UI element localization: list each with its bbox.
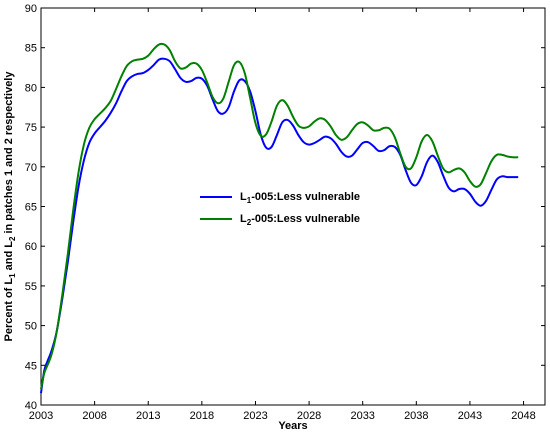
y-tick-label: 55 — [25, 281, 37, 293]
y-tick-label: 70 — [25, 162, 37, 174]
series-line-1 — [40, 57, 519, 394]
series-layer — [40, 42, 519, 394]
legend: L1-005:Less vulnerable L2-005:Less vulner… — [200, 191, 360, 227]
plot-area — [40, 7, 546, 406]
y-tick-label: 40 — [25, 400, 37, 412]
legend-label-2: L2-005:Less vulnerable — [240, 213, 360, 227]
legend-label-1: L1-005:Less vulnerable — [240, 191, 360, 205]
y-tick-label: 45 — [25, 360, 37, 372]
x-tick-label: 2003 — [29, 410, 53, 422]
x-tick-label: 2038 — [404, 410, 428, 422]
x-tick-label: 2008 — [82, 410, 106, 422]
plot-frame — [40, 7, 546, 406]
x-tick-label: 2043 — [458, 410, 482, 422]
y-tick-label: 75 — [25, 122, 37, 134]
y-tick-label: 60 — [25, 241, 37, 253]
y-tick-label: 65 — [25, 202, 37, 214]
x-tick-label: 2033 — [350, 410, 374, 422]
x-axis-ticks: 2003 2008 2013 2018 2023 2028 2033 2038 2043 2048 — [29, 8, 536, 422]
y-tick-label: 90 — [25, 3, 37, 15]
y-tick-label: 80 — [25, 82, 37, 94]
x-tick-label: 2013 — [136, 410, 160, 422]
y-axis-label: Percent of L1 and L2 in patches 1 and 2 … — [3, 71, 17, 342]
y-tick-label: 50 — [25, 321, 37, 333]
y-tick-label: 85 — [25, 43, 37, 55]
y-axis-ticks: 40 45 50 55 60 65 70 75 80 85 90 — [25, 3, 545, 412]
series-line-2 — [40, 42, 519, 390]
x-axis-label: Years — [278, 420, 307, 432]
x-tick-label: 2048 — [511, 410, 535, 422]
x-tick-label: 2023 — [243, 410, 267, 422]
x-tick-label: 2028 — [297, 410, 321, 422]
x-tick-label: 2018 — [190, 410, 214, 422]
